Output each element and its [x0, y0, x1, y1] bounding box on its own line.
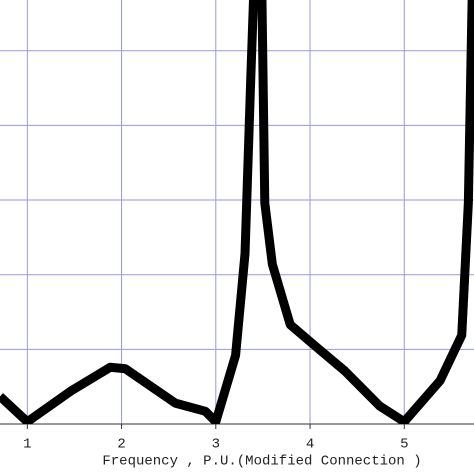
x-tick-label: 2 [117, 437, 125, 453]
x-tick-label: 3 [212, 437, 220, 453]
x-tick-label: 5 [400, 437, 408, 453]
line-series [0, 0, 474, 424]
x-axis-label: Frequency , P.U.(Modified Connection ) [102, 454, 421, 470]
x-tick-label: 1 [23, 437, 31, 453]
x-tick-label: 4 [306, 437, 314, 453]
